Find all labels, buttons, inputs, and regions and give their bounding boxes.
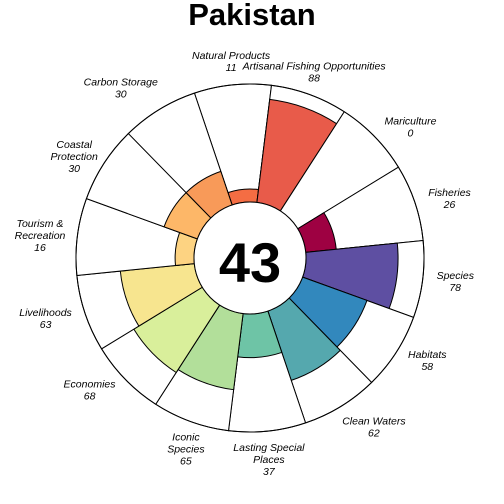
label-artisanal-fishing-opportunities: Artisanal Fishing Opportunities 88 xyxy=(242,60,387,84)
label-livelihoods: Livelihoods 63 xyxy=(19,307,72,331)
label-habitats: Habitats 58 xyxy=(408,349,447,373)
label-fisheries: Fisheries 26 xyxy=(428,187,471,211)
label-clean-waters: Clean Waters 62 xyxy=(342,415,406,439)
label-tourism-recreation: Tourism & Recreation 16 xyxy=(15,218,66,254)
label-iconic-species: Iconic Species 65 xyxy=(167,432,205,468)
chart-title: Pakistan xyxy=(188,0,316,32)
label-economies: Economies 68 xyxy=(64,378,117,402)
label-species: Species 78 xyxy=(437,270,475,294)
label-natural-products: Natural Products 11 xyxy=(192,50,271,74)
label-lasting-special-places: Lasting Special Places 37 xyxy=(233,442,305,478)
label-mariculture: Mariculture 0 xyxy=(385,116,437,140)
labels-group: Natural Products 11 Artisanal Fishing Oppo… xyxy=(15,50,475,478)
outer-circle xyxy=(75,83,425,433)
inner-circle xyxy=(193,201,307,315)
center-score: 43 xyxy=(219,231,281,294)
label-coastal-protection: Coastal Protection 30 xyxy=(51,139,98,175)
label-carbon-storage: Carbon Storage 30 xyxy=(84,77,158,101)
